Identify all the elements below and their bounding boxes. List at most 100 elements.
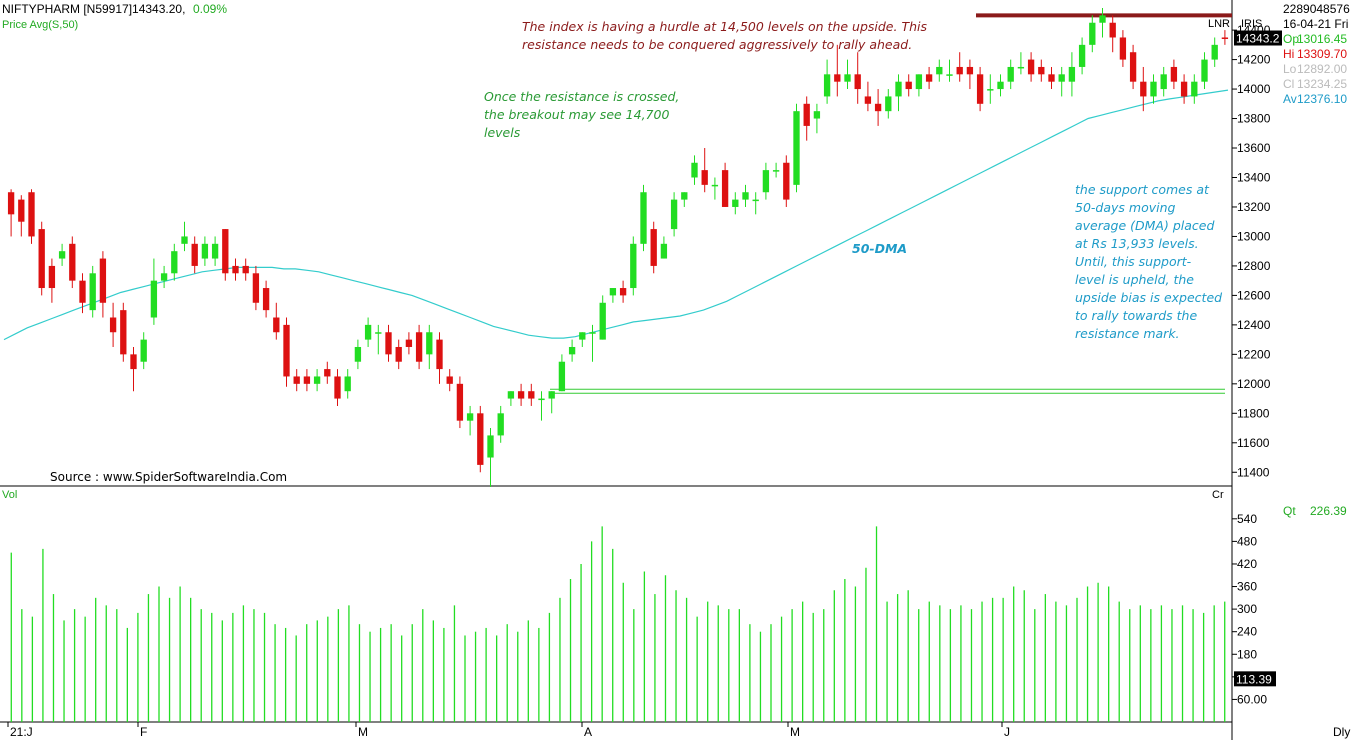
- candle-body: [1099, 15, 1106, 23]
- candle-body: [201, 243, 209, 259]
- y-tick-label: 14000: [1237, 82, 1271, 96]
- candle-body: [405, 339, 413, 347]
- source-credit: Source : www.SpiderSoftwareIndia.Com: [50, 470, 288, 484]
- cr-label: Cr: [1212, 489, 1224, 501]
- vol-tick-label: 240: [1237, 625, 1257, 639]
- vol-tag-box: [1234, 671, 1276, 687]
- candle-body: [1140, 81, 1147, 97]
- candle-body: [1191, 81, 1198, 97]
- candle-body: [313, 376, 321, 384]
- candle-body: [150, 280, 158, 318]
- vol-tick-label: 480: [1237, 534, 1257, 548]
- candle-body: [283, 324, 290, 377]
- candle-body: [436, 339, 443, 370]
- quote-label: Hi: [1283, 47, 1294, 61]
- quote-value: 13016.45: [1297, 32, 1347, 46]
- candle-body: [640, 192, 647, 244]
- candle-body: [1201, 59, 1208, 82]
- candle-body: [772, 170, 780, 172]
- iris-label: IRIS: [1241, 18, 1262, 30]
- quote-label: Op: [1283, 32, 1299, 46]
- price-tag: 14343.2: [1236, 32, 1280, 46]
- y-tick-label: 13800: [1237, 112, 1271, 126]
- support-annotation: the support comes at 50-days moving aver…: [1075, 182, 1223, 341]
- candle-body: [477, 413, 484, 465]
- candle-body: [303, 376, 311, 384]
- candle-body: [752, 199, 759, 202]
- candle-body: [956, 66, 963, 75]
- candle-body: [517, 391, 525, 399]
- candle-body: [222, 229, 229, 274]
- y-tick-label: 13000: [1237, 229, 1271, 243]
- qt-label: Qt: [1283, 504, 1296, 518]
- candle-body: [507, 391, 515, 399]
- candle-body: [834, 74, 841, 82]
- candle-body: [997, 81, 1004, 90]
- quote-value: 12376.10: [1297, 92, 1347, 106]
- quote-label: Av: [1283, 92, 1297, 106]
- candle-body: [252, 273, 260, 303]
- period-label: Dly: [1333, 725, 1350, 739]
- candle-body: [109, 317, 117, 333]
- candle-body: [895, 81, 902, 97]
- y-tick-label: 11800: [1237, 406, 1270, 420]
- candle-body: [1038, 66, 1045, 75]
- breakout-annotation: Once the resistance is crossed, the brea…: [484, 89, 680, 140]
- candle-body: [721, 170, 729, 207]
- candle-body: [589, 332, 596, 334]
- candle-body: [599, 302, 606, 340]
- candle-body: [711, 184, 719, 187]
- candle-body: [1048, 74, 1055, 82]
- candle-body: [334, 376, 341, 399]
- x-tick-label: F: [140, 725, 147, 739]
- candle-body: [1109, 22, 1116, 38]
- quote-date: 16-04-21 Fri: [1283, 17, 1348, 31]
- x-tick-label: M: [790, 725, 800, 739]
- quote-value: 13309.70: [1297, 47, 1347, 61]
- candle-body: [844, 74, 851, 82]
- candle-body: [69, 243, 76, 281]
- vol-tick-label: 360: [1237, 580, 1257, 594]
- candle-body: [609, 288, 617, 296]
- candle-body: [936, 66, 943, 75]
- candle-body: [1058, 74, 1065, 82]
- candle-body: [58, 251, 66, 259]
- candle-body: [803, 103, 810, 126]
- candle-body: [701, 170, 708, 185]
- candle-body: [293, 376, 300, 384]
- quote-value: 13234.25: [1297, 77, 1347, 91]
- candle-body: [681, 192, 688, 200]
- candle-body: [375, 332, 382, 334]
- resistance-annotation: The index is having a hurdle at 14,500 l…: [522, 19, 927, 52]
- candle-body: [354, 346, 362, 362]
- candle-body: [813, 111, 821, 119]
- qt-value: 226.39: [1310, 504, 1347, 518]
- candle-body: [120, 310, 127, 355]
- candle-body: [905, 81, 912, 90]
- candle-body: [579, 332, 586, 340]
- candle-body: [793, 111, 800, 185]
- candle-body: [273, 317, 280, 333]
- candle-body: [783, 162, 790, 200]
- candle-body: [660, 243, 668, 259]
- candle-body: [762, 170, 770, 193]
- candle-body: [1078, 44, 1086, 67]
- candle-body: [925, 74, 933, 82]
- candle-body: [395, 346, 402, 362]
- vol-tick-label: 180: [1237, 647, 1257, 661]
- candle-body: [1221, 37, 1229, 39]
- candle-body: [946, 74, 953, 76]
- candle-body: [232, 265, 239, 274]
- candle-body: [48, 265, 56, 289]
- candle-body: [691, 162, 698, 178]
- candle-body: [1027, 59, 1035, 75]
- candle-body: [854, 74, 861, 90]
- candle-body: [385, 332, 392, 355]
- candle-body: [538, 398, 545, 401]
- candle-body: [415, 332, 423, 362]
- y-tick-label: 12000: [1237, 377, 1271, 391]
- vol-tick-label: 540: [1237, 512, 1257, 526]
- candle-body: [344, 376, 351, 392]
- x-tick-label: M: [358, 725, 368, 739]
